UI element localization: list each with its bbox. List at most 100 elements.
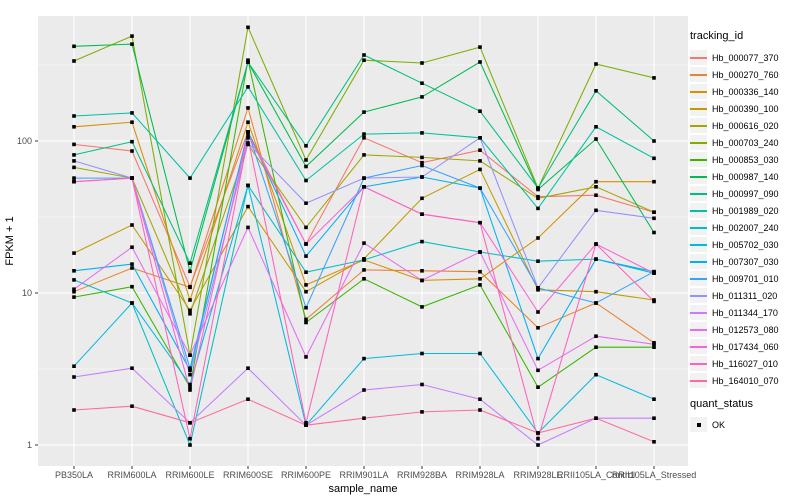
legend-entry: Hb_009701_010 [690,270,798,287]
point-marker [72,114,76,118]
point-marker [536,186,540,190]
point-marker [536,368,540,373]
svg-text:RRIM600LA: RRIM600LA [107,470,156,480]
point-marker [594,301,598,305]
point-marker [536,385,540,389]
legend-entries-tracking-id: Hb_000077_370 Hb_000270_760 Hb_000336_140 H… [690,49,798,389]
point-marker [420,81,424,85]
legend-key-line-icon [690,373,707,388]
point-marker [188,353,192,357]
point-marker [652,416,656,420]
legend-key-line-icon [690,118,707,133]
point-marker [246,132,250,137]
point-marker [246,85,250,89]
legend-entry: Hb_000987_140 [690,168,798,185]
point-marker [362,153,366,157]
point-marker [188,308,192,313]
svg-text:RRIM600SE: RRIM600SE [223,470,273,480]
point-marker [594,179,598,184]
legend-entry: Hb_000336_140 [690,83,798,100]
point-marker [652,216,656,221]
point-marker [594,345,598,349]
legend-entry-label: Hb_002007_240 [712,222,779,233]
point-marker [594,257,598,261]
legend-key-line-icon [690,220,707,235]
point-marker [652,210,656,214]
point-marker [478,167,482,172]
legend-entry-label: Hb_000270_760 [712,69,779,80]
point-marker [362,416,366,420]
legend-entry-label: Hb_000390_100 [712,103,779,114]
point-marker [246,141,250,145]
point-marker [130,120,134,124]
point-marker [478,220,482,225]
legend-entry-quant-ok: OK [690,416,798,433]
legend-key-line-icon [690,101,707,116]
point-marker [304,270,308,274]
point-marker [246,130,250,134]
point-marker [72,295,76,299]
point-marker [72,408,76,412]
plot-panel-background [38,16,688,466]
point-marker [478,397,482,401]
point-marker [420,382,424,387]
point-marker [246,366,250,370]
point-marker [188,382,192,387]
point-marker [188,261,192,265]
point-marker [304,283,308,287]
point-marker [246,120,250,124]
point-marker [72,176,76,180]
point-marker [420,155,424,160]
legend-entry: Hb_011344_170 [690,304,798,321]
point-marker [130,245,134,249]
point-marker [362,277,366,281]
legend-entry: Hb_000703_240 [690,134,798,151]
point-marker [304,355,308,359]
point-marker [478,148,482,152]
point-marker [652,440,656,444]
legend-entry-label: Hb_007307_030 [712,256,779,267]
point-marker [594,193,598,197]
legend-entry: Hb_012573_080 [690,321,798,338]
svg-text:RRII105LA_Control: RRII105LA_Control [557,470,635,480]
point-marker [362,53,366,57]
point-marker [536,259,540,263]
point-marker [478,159,482,163]
point-marker [304,201,308,205]
minor-gridlines [38,64,688,370]
point-marker [130,176,134,180]
point-marker [594,416,598,420]
point-marker [72,278,76,282]
point-marker [652,179,656,184]
point-marker [478,45,482,49]
point-marker [246,25,250,30]
legend-key-line-icon [690,356,707,371]
point-marker [420,239,424,244]
legend-entry-label: Hb_000077_370 [712,52,779,63]
point-marker [478,250,482,254]
legend-key-line-icon [690,203,707,218]
point-marker [72,269,76,273]
legend-entry-label: Hb_000616_020 [712,120,779,131]
point-marker [246,397,250,401]
legend: tracking_id Hb_000077_370 Hb_000270_760 Hb… [690,30,798,433]
point-marker [130,42,134,46]
point-marker [652,76,656,80]
point-marker [594,372,598,377]
point-marker [130,34,134,38]
svg-text:RRIM928LE: RRIM928LE [513,470,562,480]
legend-key-line-icon [690,135,707,150]
point-marker [188,372,192,377]
point-marker [420,305,424,309]
legend-entry-label: Hb_000853_030 [712,154,779,165]
point-marker [188,443,192,447]
point-marker [304,320,308,325]
point-marker [130,366,134,370]
legend-key-line-icon [690,50,707,65]
point-marker [594,89,598,93]
point-marker [536,286,540,290]
point-marker [72,125,76,129]
legend-entry-label: Hb_017434_060 [712,341,779,352]
point-marker [536,206,540,211]
